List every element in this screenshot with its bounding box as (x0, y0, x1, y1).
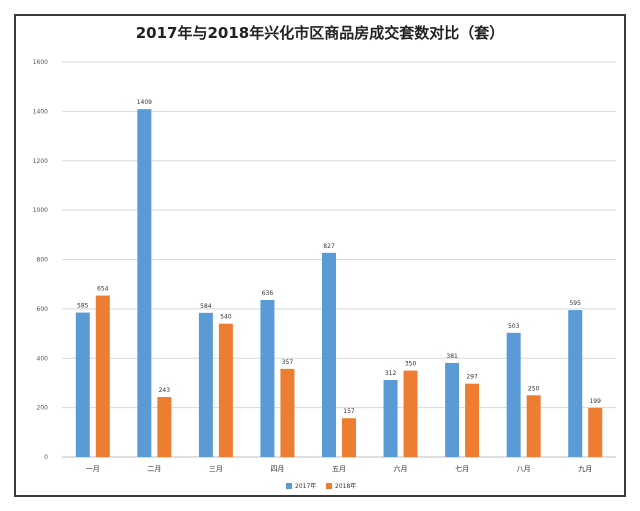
x-category-label: 三月 (209, 465, 223, 473)
y-tick-label: 400 (37, 355, 49, 362)
bar (218, 323, 233, 457)
chart-frame: 2017年与2018年兴化市区商品房成交套数对比（套） 0 200 400 600 80… (14, 14, 626, 497)
chart-title: 2017年与2018年兴化市区商品房成交套数对比（套） (136, 24, 505, 42)
x-category-label: 八月 (517, 465, 531, 473)
y-tick-label: 600 (37, 306, 49, 313)
bar (568, 310, 583, 457)
x-category-label: 四月 (270, 465, 284, 473)
bar (260, 299, 275, 457)
x-category-label: 九月 (578, 464, 592, 473)
x-axis-categories: 一月 二月 三月 四月 五月 六月 七月 八月 九月 (86, 464, 592, 473)
data-label: 636 (262, 290, 274, 297)
data-label: 350 (405, 361, 417, 368)
bar-chart: 2017年与2018年兴化市区商品房成交套数对比（套） 0 200 400 600 80… (33, 24, 616, 490)
bar (322, 252, 336, 457)
data-label: 297 (466, 374, 478, 381)
bar (198, 312, 213, 457)
bar (342, 418, 356, 457)
bar (445, 362, 460, 457)
bar (588, 407, 603, 457)
data-label: 381 (446, 353, 458, 360)
y-tick-label: 800 (37, 257, 49, 264)
legend-label: 2017年 (295, 482, 316, 490)
data-label: 243 (159, 387, 171, 394)
bar (506, 332, 521, 457)
data-label: 199 (589, 398, 601, 405)
data-label: 503 (508, 323, 520, 330)
data-label: 595 (569, 300, 581, 307)
bar (383, 379, 398, 457)
bar (465, 383, 480, 457)
data-label: 357 (282, 359, 294, 366)
gridlines (62, 61, 616, 458)
data-label: 827 (323, 243, 335, 250)
legend-label: 2018年 (335, 482, 356, 490)
legend-swatch (326, 483, 332, 489)
bar (95, 295, 110, 457)
bars (75, 109, 603, 457)
x-category-label: 七月 (455, 464, 469, 473)
x-category-label: 六月 (394, 464, 408, 473)
bar (280, 368, 295, 457)
bar (403, 370, 418, 457)
y-axis-ticks: 0 200 400 600 800 1000 1200 1400 1600 (33, 59, 48, 461)
legend: 2017年 2018年 (286, 482, 356, 490)
y-tick-label: 200 (37, 405, 49, 412)
legend-swatch (286, 483, 292, 489)
data-label: 654 (97, 286, 109, 293)
x-category-label: 二月 (147, 465, 161, 473)
x-category-label: 五月 (332, 465, 346, 473)
bar (75, 312, 90, 457)
data-label: 250 (528, 385, 540, 392)
data-label: 540 (220, 314, 232, 321)
data-label: 312 (385, 370, 397, 377)
y-tick-label: 1200 (33, 158, 48, 165)
y-tick-label: 1400 (33, 108, 48, 115)
data-label: 157 (343, 408, 355, 415)
bar (137, 109, 152, 457)
data-label: 1409 (137, 99, 152, 106)
data-labels: 585 654 1409 243 584 540 636 357 827 157 312 350 381… (77, 99, 601, 415)
bar (526, 395, 541, 457)
x-category-label: 一月 (86, 465, 100, 473)
bar (157, 397, 172, 457)
y-tick-label: 0 (44, 454, 48, 461)
data-label: 585 (77, 303, 89, 310)
y-tick-label: 1000 (33, 207, 48, 214)
data-label: 584 (200, 303, 212, 310)
y-tick-label: 1600 (33, 59, 48, 66)
